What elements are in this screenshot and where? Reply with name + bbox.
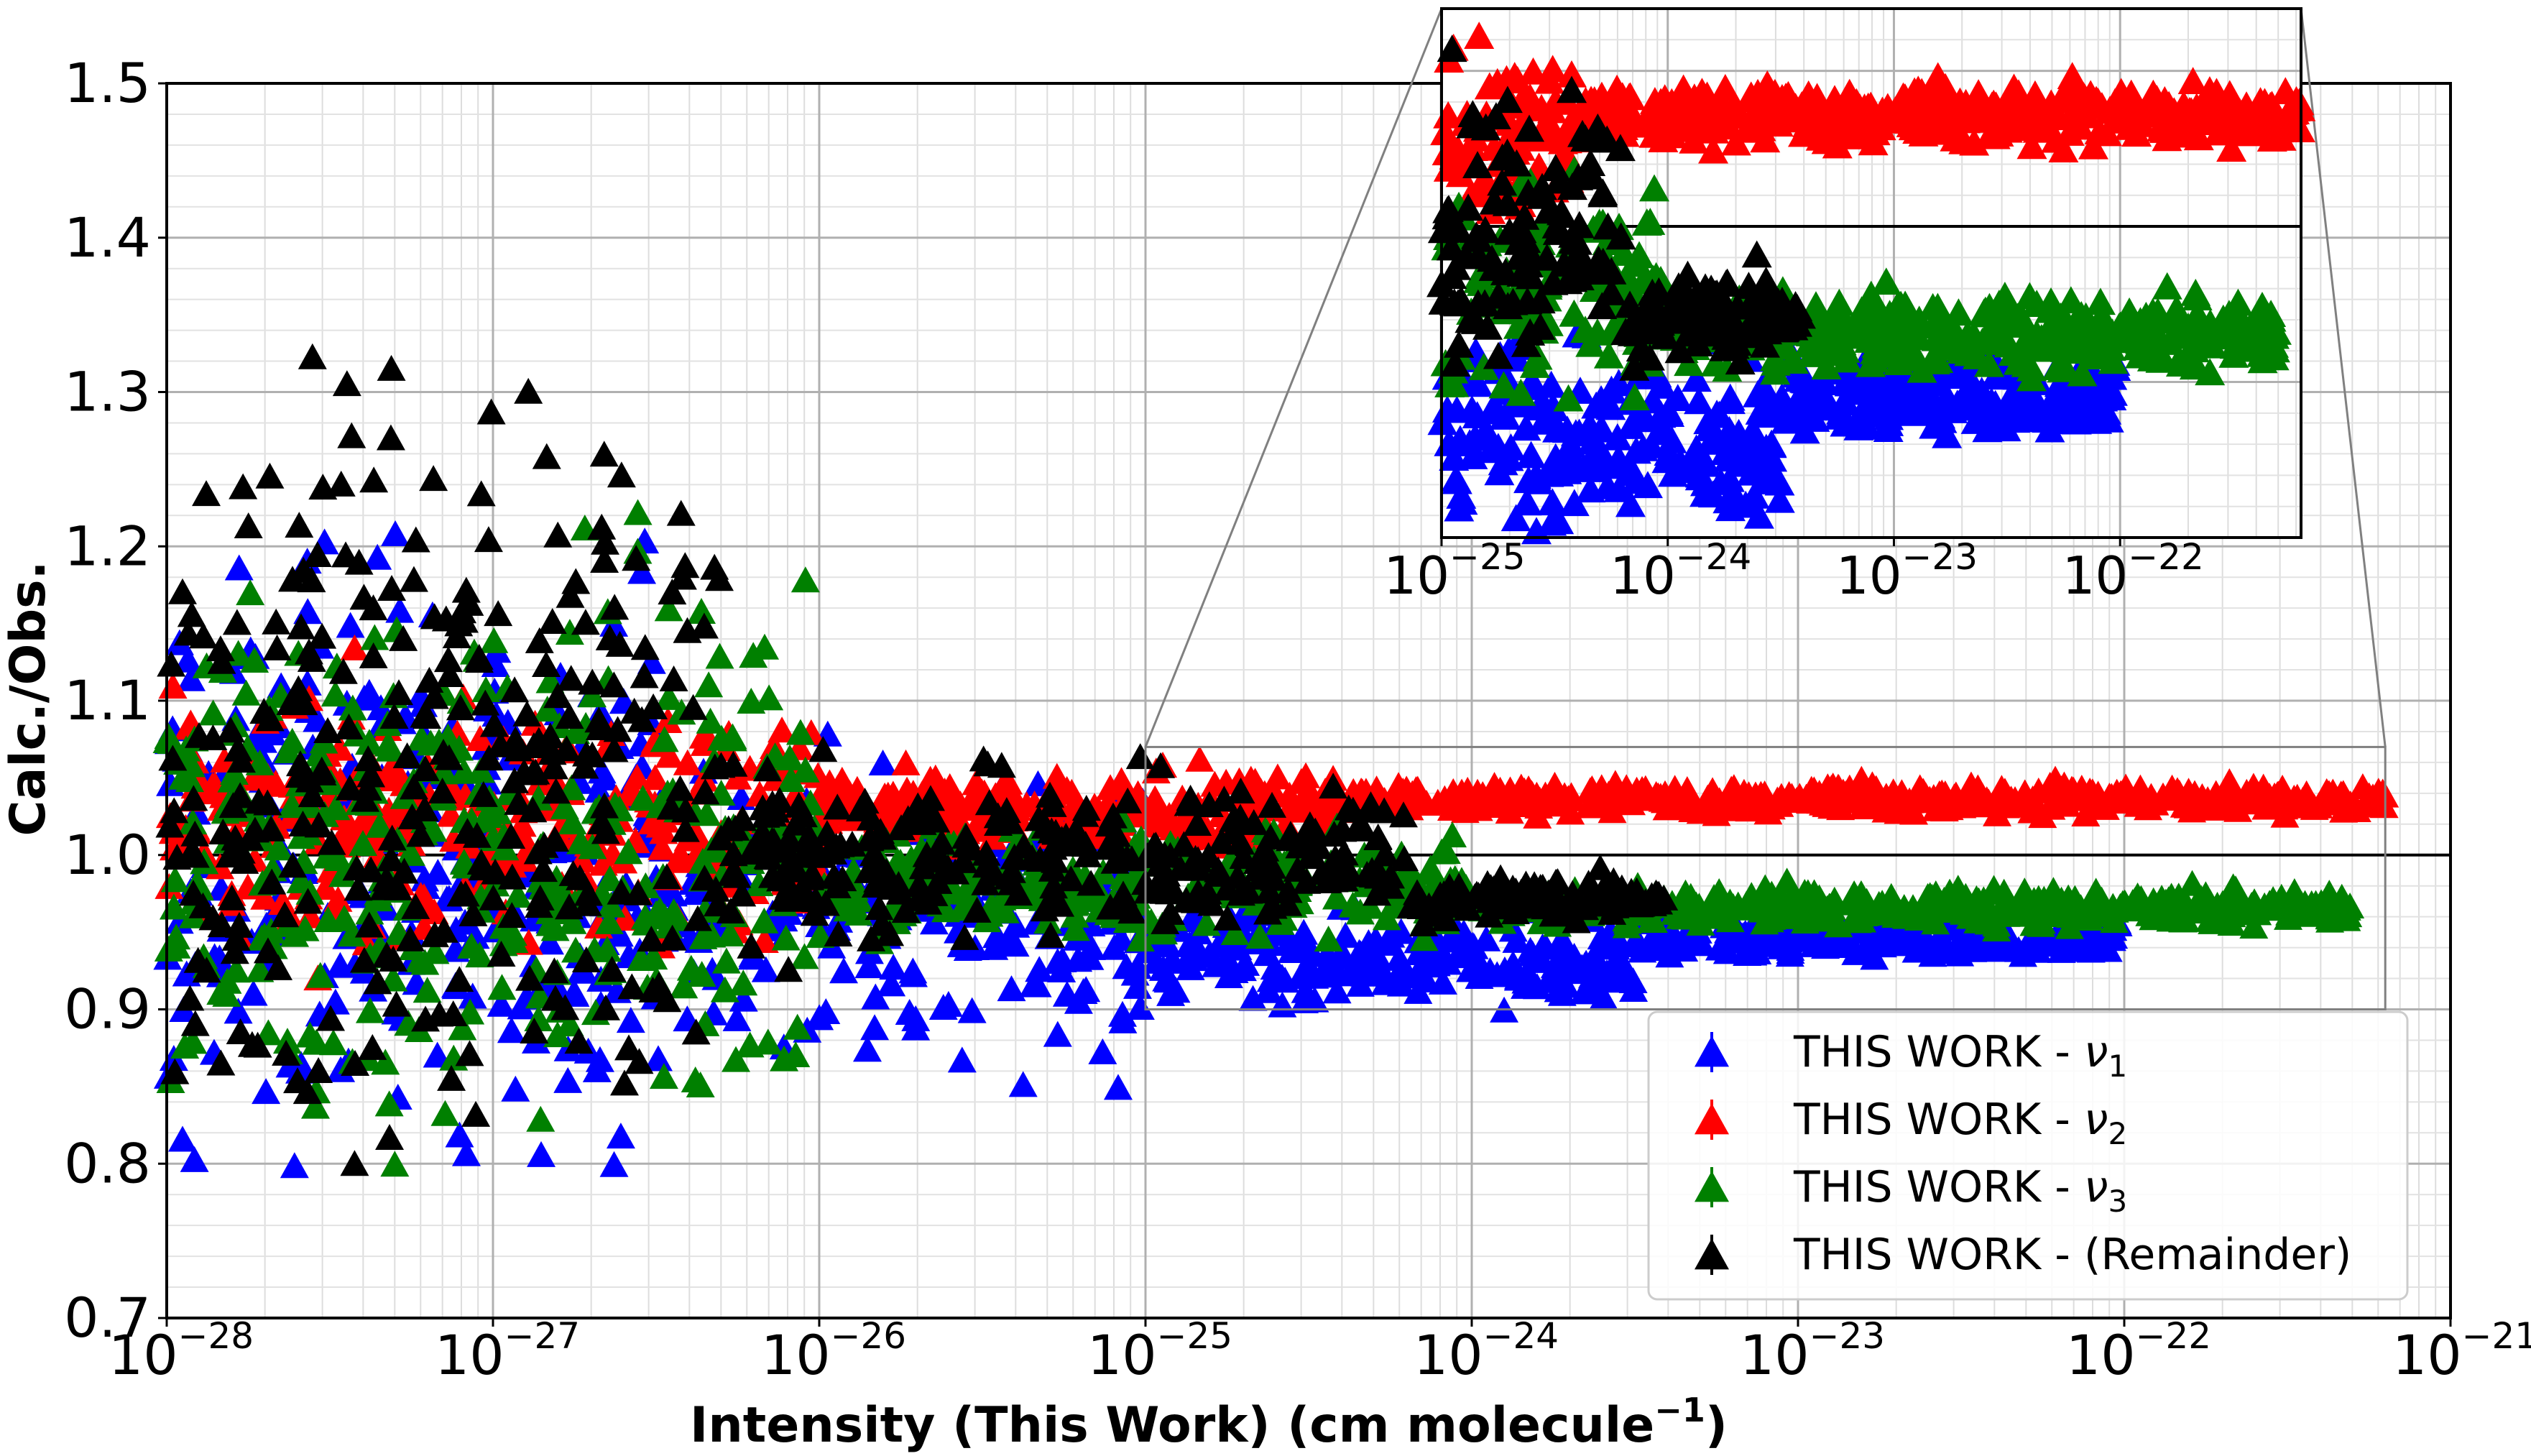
data-point (377, 355, 406, 381)
data-point (262, 609, 290, 635)
data-point (434, 646, 463, 672)
zoom-connector-left (1145, 9, 1442, 747)
data-point (829, 957, 858, 983)
data-point (514, 378, 543, 404)
data-point (607, 1123, 635, 1148)
data-point (229, 474, 257, 499)
data-point (617, 1007, 645, 1033)
data-point (337, 423, 366, 448)
data-point (223, 609, 252, 635)
data-point (419, 465, 448, 491)
data-point (1104, 1074, 1133, 1100)
data-point (948, 1046, 977, 1072)
data-point (624, 499, 653, 525)
data-point (239, 980, 268, 1006)
data-point (667, 500, 696, 526)
data-point (543, 522, 572, 548)
data-point (456, 1040, 484, 1066)
data-point (236, 579, 264, 605)
data-point (355, 679, 384, 705)
data-point (1185, 746, 1214, 772)
data-point (1586, 854, 1615, 880)
data-point (175, 985, 204, 1010)
data-point (791, 566, 820, 592)
data-point (333, 370, 361, 396)
data-point (694, 671, 723, 697)
data-point (358, 1034, 387, 1060)
data-point (1088, 1038, 1117, 1064)
data-point (729, 969, 757, 995)
data-point (706, 643, 734, 669)
data-point (377, 425, 405, 451)
data-point (400, 566, 428, 592)
data-point (614, 1034, 643, 1060)
data-point (631, 634, 660, 660)
data-point (375, 1124, 404, 1150)
data-point (501, 1076, 530, 1102)
data-point (255, 463, 284, 489)
data-point (895, 999, 924, 1025)
data-point (497, 1017, 526, 1043)
data-point (526, 1106, 555, 1132)
data-point (234, 512, 263, 538)
data-point (1009, 1071, 1038, 1097)
data-point (533, 443, 561, 469)
data-point (532, 651, 561, 677)
data-point (2082, 877, 2111, 903)
data-point (321, 989, 350, 1015)
data-point (161, 866, 190, 892)
data-point (670, 552, 699, 578)
data-point (252, 1078, 280, 1104)
data-point (484, 600, 512, 626)
data-point (199, 699, 228, 725)
data-point (477, 398, 506, 424)
data-point (225, 554, 254, 580)
data-point (860, 1014, 889, 1040)
data-point (538, 608, 567, 634)
data-point (168, 1126, 197, 1152)
data-point (527, 1141, 555, 1167)
data-point (336, 612, 365, 637)
data-point (479, 627, 508, 653)
data-point (898, 957, 927, 983)
data-point (381, 520, 410, 546)
data-point (430, 1100, 459, 1126)
data-point (178, 601, 206, 627)
data-point (280, 1152, 309, 1178)
data-point (168, 579, 197, 604)
data-point (461, 1101, 490, 1127)
data-point (712, 948, 741, 974)
